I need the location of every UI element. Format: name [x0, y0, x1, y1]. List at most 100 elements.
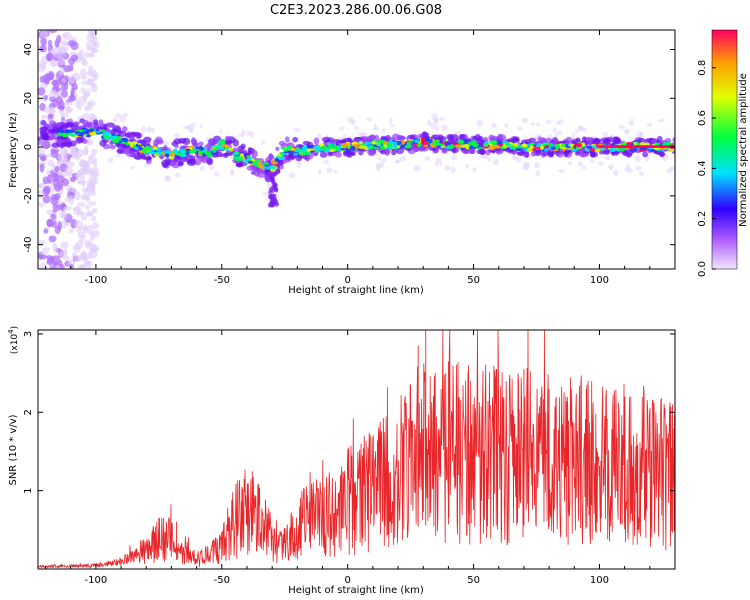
spectrogram-envelope-cell — [524, 150, 530, 159]
spectrogram-ridge-cell — [358, 141, 363, 145]
spectrogram-noise-cell — [38, 147, 46, 157]
spectrogram-ridge-cell — [185, 148, 191, 152]
spectrogram-background-cell — [597, 161, 604, 166]
spectrogram-noise-cell — [91, 41, 100, 49]
spectrogram-envelope-cell — [642, 151, 649, 158]
spectrogram-background-cell — [186, 124, 192, 129]
spectrogram-ridge-cell — [292, 152, 299, 156]
spectrogram-ridge-cell — [454, 144, 462, 148]
spectrogram-background-cell — [430, 122, 435, 129]
spectrogram-envelope-cell — [93, 119, 99, 125]
spectrogram-noise-cell — [50, 60, 58, 66]
spectrogram-background-cell — [658, 118, 665, 123]
spectrogram-envelope-cell — [99, 139, 107, 147]
spectrogram-background-cell — [146, 126, 152, 133]
spectrogram-noise-cell — [79, 68, 87, 78]
spectrogram-ridge-cell — [465, 144, 471, 150]
spectrogram-background-cell — [487, 156, 491, 162]
spectrogram-background-cell — [492, 158, 499, 166]
spectrogram-ridge-cell — [609, 146, 617, 152]
spectrogram-background-cell — [433, 117, 439, 124]
spectrogram-ridge-cell — [164, 153, 170, 158]
spectrogram-noise-cell — [86, 139, 94, 146]
spectrogram-noise-cell — [43, 94, 48, 101]
spectrogram-noise-cell — [83, 147, 89, 156]
spectrogram-envelope-cell — [49, 120, 57, 127]
spectrogram-ridge-cell — [135, 144, 142, 148]
spectrogram-envelope-cell — [581, 136, 587, 143]
spectrogram-background-cell — [626, 163, 630, 167]
spectrogram-ridge-cell — [246, 155, 251, 158]
spectrogram-noise-cell — [81, 112, 91, 120]
spectrogram-noise-cell — [90, 229, 100, 238]
spectrogram-background-cell — [189, 127, 194, 133]
spectrogram-noise-cell — [38, 87, 46, 96]
spectrogram-background-cell — [189, 122, 196, 129]
spectrogram-ridge-cell — [428, 138, 433, 144]
snr-x-tick-label: -100 — [85, 575, 108, 586]
spectrogram-envelope-cell — [71, 126, 78, 130]
spectrogram-noise-cell — [91, 221, 99, 230]
spectrogram-envelope-cell — [235, 162, 243, 168]
snr-y-tick-label: 1 — [23, 487, 34, 493]
spectrogram-background-cell — [141, 125, 146, 133]
spectrogram-noise-cell — [46, 218, 54, 227]
spectrogram-noise-cell — [39, 262, 47, 269]
spectrogram-ridge-cell — [468, 145, 474, 150]
spectrogram-noise-cell — [50, 172, 59, 178]
spectrogram-tail-cell — [275, 201, 280, 207]
spectrogram-ridge-cell — [262, 162, 270, 166]
spectrogram-noise-cell — [68, 228, 75, 234]
spectrogram-ridge-cell — [528, 142, 536, 146]
spectrogram-noise-cell — [70, 176, 76, 183]
spectrogram-ridge-cell — [81, 131, 89, 135]
spectrogram-envelope-cell — [247, 147, 253, 155]
spectrogram-ridge-cell — [513, 142, 519, 147]
spectrogram-background-cell — [558, 168, 565, 173]
spectrogram-noise-cell — [61, 210, 67, 220]
spectrogram-ridge-cell — [306, 148, 314, 152]
spectrogram-background-cell — [389, 117, 393, 124]
spectrogram-noise-cell — [80, 175, 86, 180]
spectrogram-ridge-cell — [143, 149, 148, 155]
spectrogram-envelope-cell — [367, 148, 376, 157]
spectrogram-noise-cell — [63, 206, 72, 211]
spectrogram-envelope-cell — [82, 119, 89, 127]
spectrogram-noise-cell — [66, 185, 74, 193]
spectrogram-noise-cell — [85, 241, 94, 247]
spectrogram-noise-cell — [39, 44, 47, 53]
spectrogram-noise-cell — [59, 250, 68, 259]
spectrogram-ridge-cell — [77, 133, 83, 137]
spectrogram-noise-cell — [61, 219, 67, 229]
snr-axes: -100 -50 0 50 100 1 2 3 — [23, 330, 676, 586]
spectrogram-envelope-cell — [144, 156, 153, 161]
spectrogram-ridge-cell — [376, 142, 381, 146]
spectrogram-envelope-cell — [254, 172, 260, 177]
spectrogram-ridge-cell — [575, 142, 582, 148]
spectrogram-noise-cell — [54, 39, 60, 48]
spectrogram-noise-cell — [67, 40, 77, 47]
spectrogram-envelope-cell — [73, 121, 81, 126]
spectrogram-ridge-cell — [138, 146, 143, 151]
spectrogram-noise-cell — [85, 212, 95, 217]
spectrogram-tail-cell — [269, 193, 274, 199]
spectrogram-ridge-cell — [179, 148, 185, 154]
spectrogram-noise-cell — [70, 147, 79, 157]
spectrogram-ridge-cell — [432, 140, 440, 144]
spectrogram-envelope-cell — [197, 141, 204, 147]
spectrogram-noise-cell — [53, 182, 62, 192]
spectrogram-noise-cell — [42, 194, 51, 204]
spectrogram-background-cell — [261, 140, 266, 145]
spectrogram-envelope-cell — [109, 144, 116, 150]
spectrogram-noise-cell — [38, 189, 45, 199]
spectrogram-ridge-cell — [303, 145, 308, 150]
spectrogram-envelope-cell — [69, 140, 77, 147]
spectrogram-envelope-cell — [374, 134, 380, 143]
spectrogram-noise-cell — [55, 204, 62, 211]
spectrogram-envelope-cell — [541, 152, 549, 157]
spectrogram-ridge-cell — [575, 146, 580, 151]
spectrogram-marks — [38, 30, 675, 269]
spectrogram-ridge-cell — [529, 144, 534, 150]
spectrogram-noise-cell — [92, 158, 98, 168]
spectrogram-noise-cell — [64, 196, 72, 203]
